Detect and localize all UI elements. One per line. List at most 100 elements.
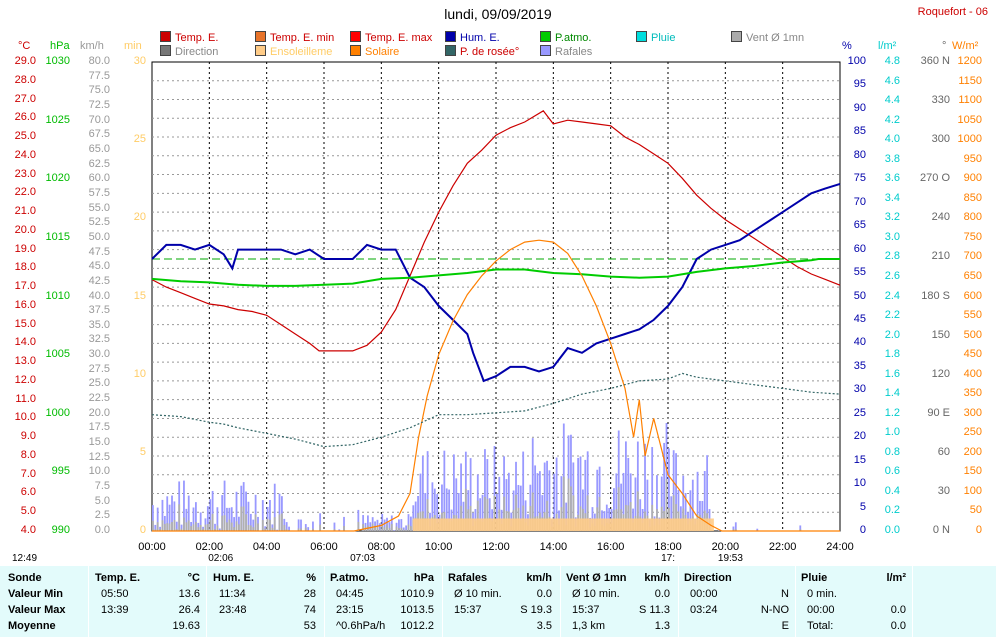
- wind-bar: [197, 527, 200, 531]
- wind-bar: [180, 528, 183, 531]
- axis-unit-rain: l/m²: [878, 40, 897, 52]
- gust-bar: [288, 526, 290, 531]
- gust-bar: [436, 494, 439, 531]
- legend-label: Solaire: [365, 46, 400, 58]
- gust-bar: [691, 479, 694, 531]
- wind-bar: [410, 526, 412, 531]
- tick-direction: 210: [931, 250, 950, 263]
- stats-cell: S 11.3: [639, 604, 670, 616]
- gust-bar: [402, 527, 405, 531]
- tick-solar: 700: [963, 250, 982, 263]
- tick-temp: 27.0: [14, 92, 36, 105]
- gust-bar: [252, 519, 255, 531]
- wind-bar: [383, 527, 386, 531]
- wind-bar: [166, 523, 169, 531]
- stats-cell: 03:24: [690, 604, 718, 616]
- tick-temp: 26.0: [14, 111, 36, 124]
- gust-bar: [457, 492, 460, 531]
- tick-temp: 20.0: [14, 223, 36, 236]
- x-tick: 10:00: [424, 541, 453, 553]
- gust-bar: [488, 498, 491, 531]
- tick-wind: 10.0: [88, 465, 110, 478]
- tick-wind: 0.0: [94, 524, 110, 536]
- legend-label: Ensoleilleme: [270, 46, 333, 58]
- stats-cell: 0.0: [654, 588, 670, 600]
- wind-bar: [285, 529, 288, 531]
- tick-solar: 950: [963, 152, 982, 165]
- stats-cell: 1013.5: [400, 604, 434, 616]
- wind-bar: [734, 529, 737, 531]
- x-tick: 00:00: [138, 541, 166, 553]
- tick-wind: 47.5: [88, 245, 110, 258]
- stats-cell: Moyenne: [8, 620, 56, 632]
- tick-humidity: 100: [847, 55, 866, 67]
- tick-pressure: 990: [51, 524, 70, 536]
- series-line-p-atmo-: [151, 258, 840, 287]
- tick-humidity: 90: [853, 101, 866, 114]
- stats-cell: °C: [187, 572, 200, 584]
- gust-bar: [656, 475, 658, 531]
- tick-temp: 17.0: [14, 280, 36, 293]
- gust-bar: [519, 485, 522, 531]
- gust-bar: [249, 513, 252, 531]
- tick-temp: 15.0: [14, 317, 36, 330]
- stats-cell: Pluie: [801, 572, 828, 584]
- legend-swatch: [636, 31, 647, 42]
- time-marker: 17:: [661, 553, 676, 564]
- tick-sun: 10: [133, 367, 146, 380]
- wind-bar: [249, 525, 252, 531]
- wind-bar: [625, 505, 627, 531]
- axis-unit-wind: km/h: [80, 40, 104, 52]
- wind-bar: [264, 528, 267, 531]
- stats-column-separator: [795, 566, 796, 637]
- gust-bar: [393, 530, 396, 531]
- legend-label: Rafales: [555, 46, 593, 58]
- legend-swatch: [445, 31, 456, 42]
- gust-bar: [386, 517, 388, 531]
- stats-cell: 0.0: [890, 620, 906, 632]
- gust-bar: [166, 496, 169, 531]
- tick-temp: 10.0: [14, 411, 36, 424]
- wind-bar: [529, 505, 532, 531]
- wind-bar: [312, 528, 314, 531]
- gust-bar: [278, 493, 281, 531]
- tick-rain: 1.4: [884, 387, 900, 400]
- tick-pressure: 1005: [45, 348, 70, 361]
- stats-cell: P.atmo.: [330, 572, 369, 584]
- wind-bar: [163, 523, 166, 531]
- tick-wind: 12.5: [88, 450, 110, 463]
- wind-bar: [675, 504, 677, 531]
- legend-swatch: [255, 45, 266, 56]
- tick-temp: 28.0: [14, 73, 36, 86]
- stats-cell: Ø 10 min.: [572, 588, 620, 600]
- wind-bar: [405, 529, 408, 531]
- gust-bar: [390, 515, 393, 531]
- wind-bar: [562, 476, 565, 531]
- stats-cell: 05:50: [101, 588, 129, 600]
- tick-rain: 2.4: [884, 289, 900, 302]
- wind-bar: [173, 520, 176, 531]
- stats-cell: 19.63: [172, 620, 200, 632]
- tick-wind: 55.0: [88, 201, 110, 214]
- legend-swatch: [350, 45, 361, 56]
- tick-wind: 50.0: [88, 230, 110, 243]
- stats-cell: Sonde: [8, 572, 42, 584]
- gust-bar: [276, 529, 279, 531]
- tick-solar: 1150: [958, 74, 982, 87]
- gust-bar: [230, 507, 233, 531]
- gust-bar: [269, 500, 271, 531]
- gust-bar: [247, 501, 250, 531]
- tick-sun: 20: [133, 211, 146, 224]
- gust-bar: [226, 507, 228, 531]
- gust-bar: [362, 515, 365, 531]
- axis-unit-solar: W/m²: [952, 40, 979, 52]
- stats-cell: Vent Ø 1mn: [566, 572, 627, 584]
- gust-bar: [285, 522, 288, 531]
- tick-humidity: 55: [853, 266, 866, 279]
- stats-cell: 28: [303, 588, 316, 600]
- gust-bar: [297, 519, 300, 531]
- wind-bar: [183, 517, 185, 531]
- tick-rain: 1.6: [884, 367, 900, 380]
- tick-direction: 270 O: [920, 172, 950, 185]
- stats-cell: Hum. E.: [213, 572, 254, 584]
